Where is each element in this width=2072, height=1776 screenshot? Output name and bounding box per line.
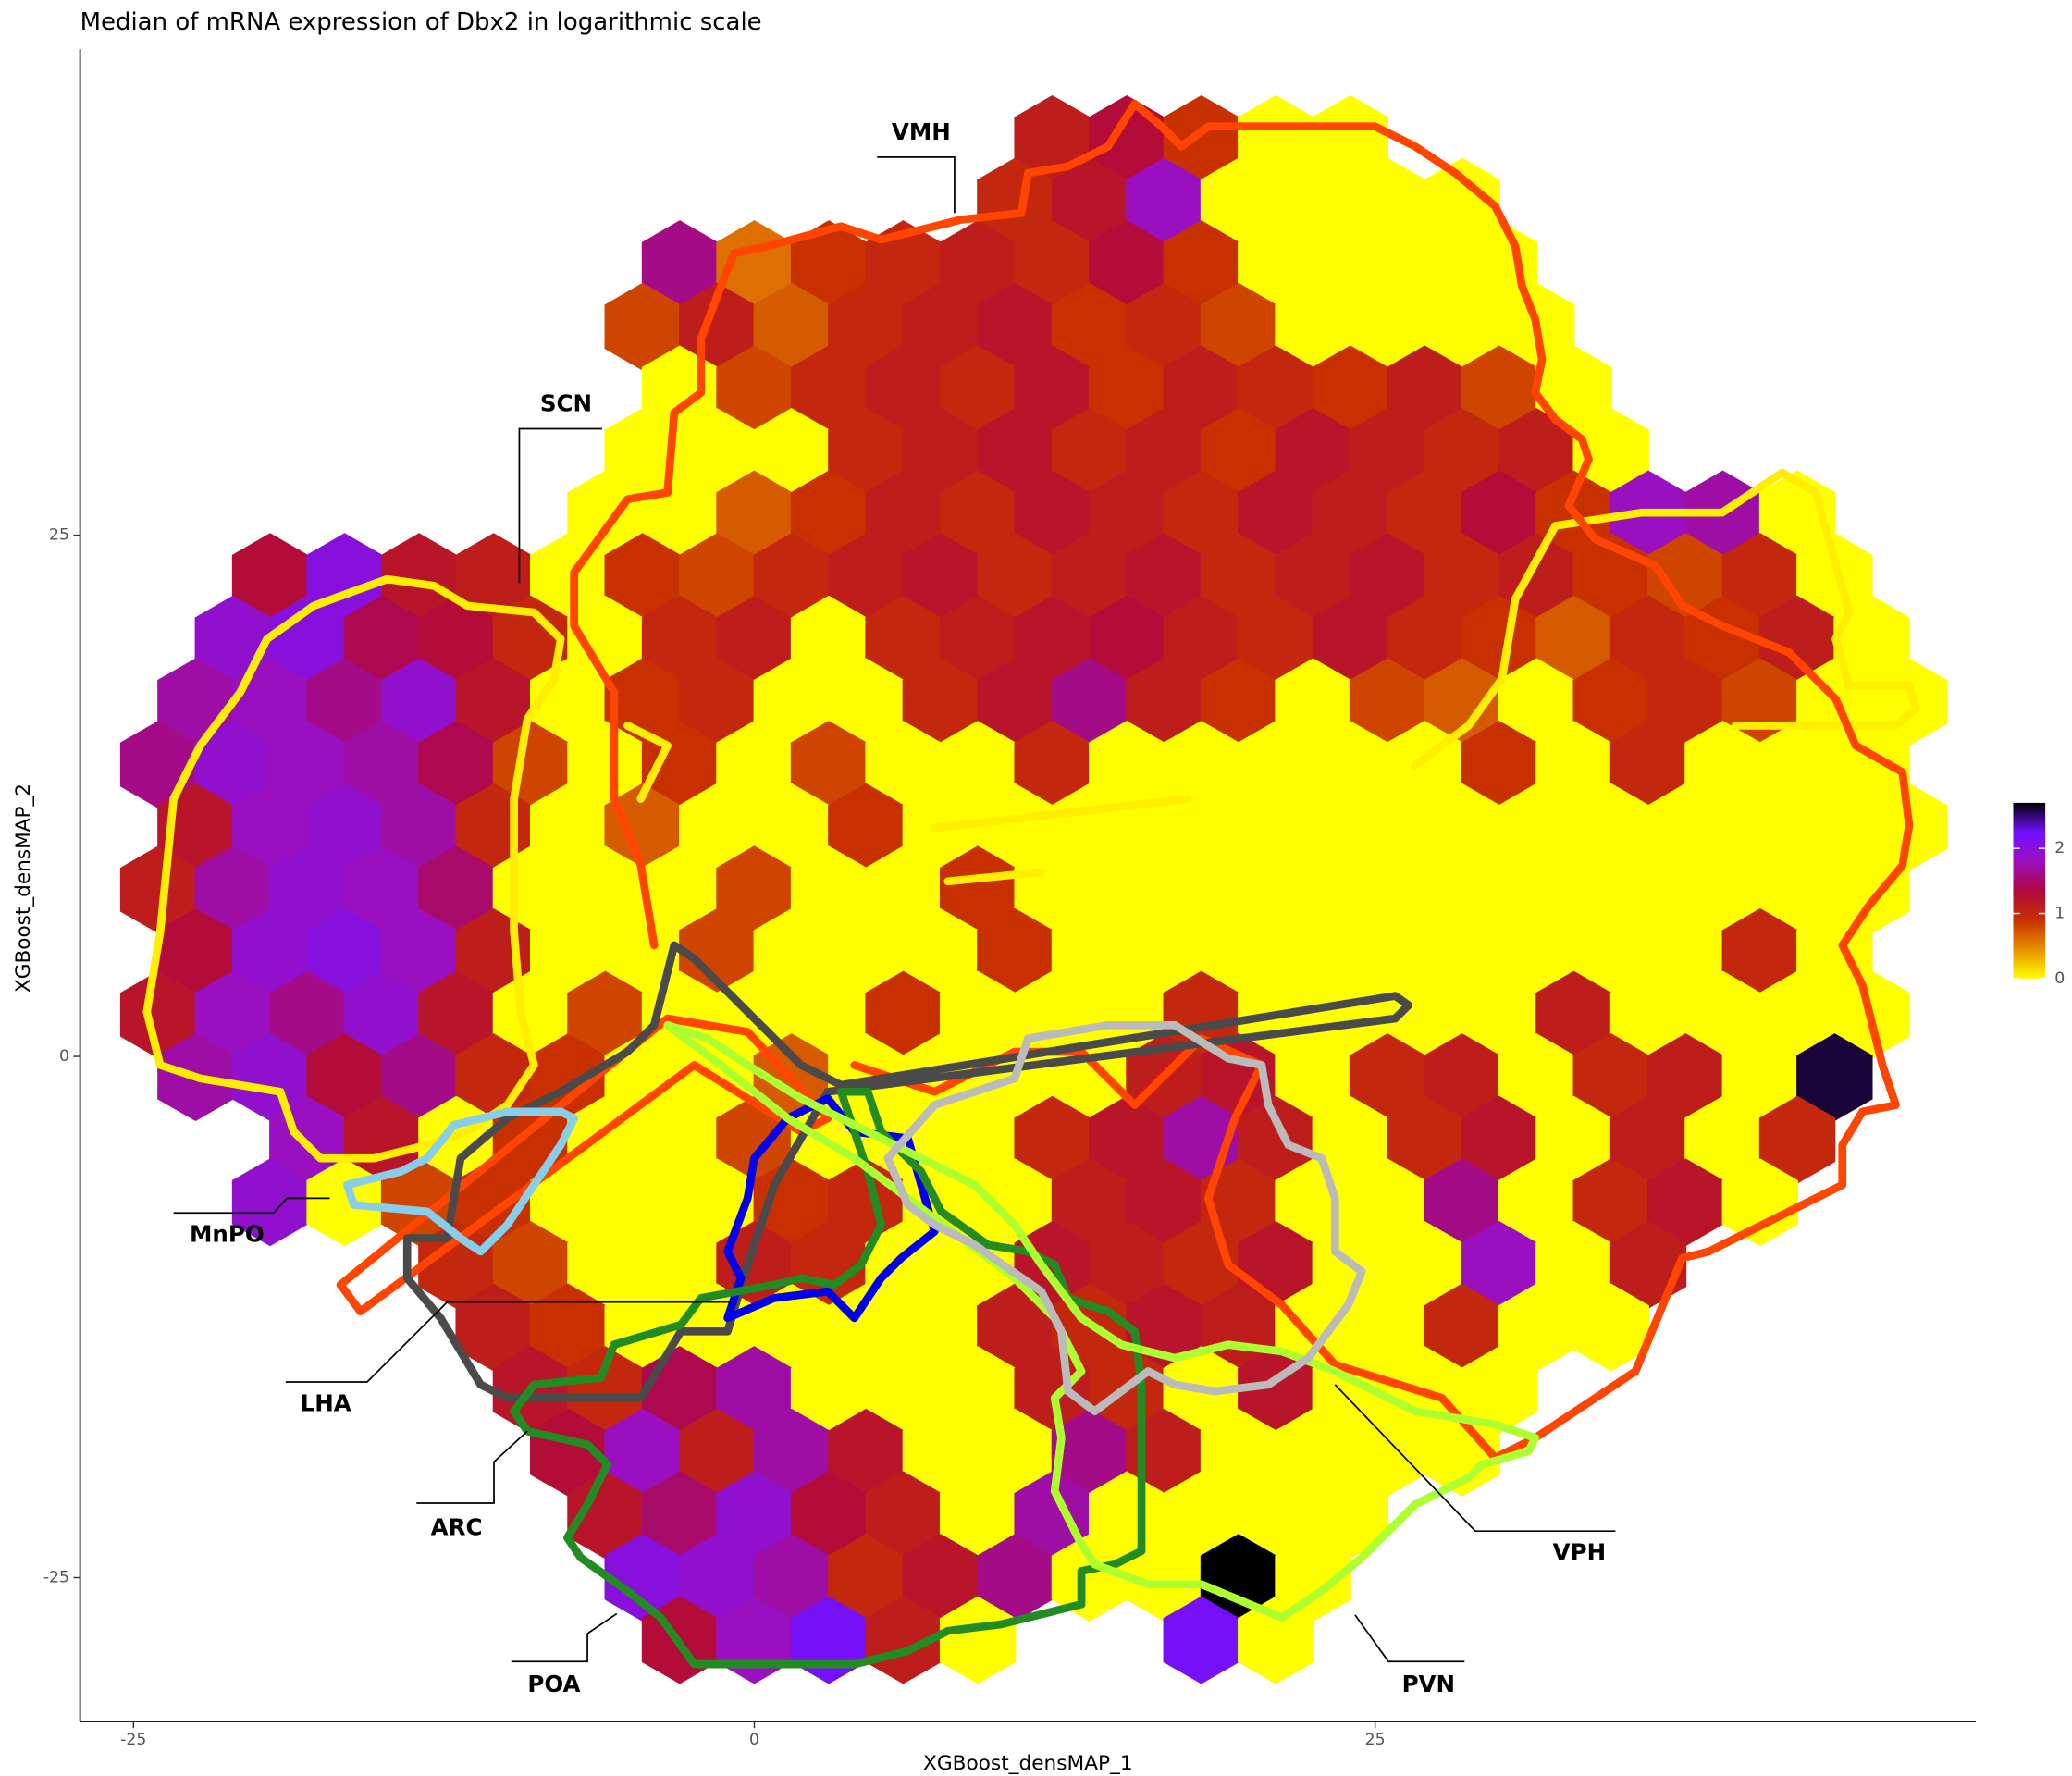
x-tick-label: 0 [749,1731,759,1749]
axes: XGBoost_densMAP_1 XGBoost_densMAP_2 -25 0… [12,49,1977,1775]
y-tick-label: 0 [59,1047,69,1066]
colorbar: 0 1 2 [2013,802,2065,988]
outline-lightgreen [663,1020,1540,1622]
region-label: MnPO [190,1221,265,1248]
x-axis-label: XGBoost_densMAP_1 [923,1752,1133,1775]
colorbar-tick-label: 0 [2054,969,2065,988]
region-label: VPH [1553,1539,1607,1566]
callout-line [173,1197,330,1215]
y-tick-label: -25 [43,1569,69,1587]
region-label: PVN [1402,1671,1456,1697]
callout-line [285,1301,734,1383]
callouts: VMH SCN MnPO LHA ARC POA VPH PVN [173,118,1616,1697]
outline-yellow [142,574,565,1163]
colorbar-tick-label: 2 [2054,839,2065,857]
region-outlines [142,99,1920,1669]
callout-line [416,1430,528,1504]
outline-yellow [623,468,1920,886]
colorbar-tick-label: 1 [2054,905,2065,923]
y-tick-label: 25 [49,526,69,545]
x-tick-label: 25 [1365,1731,1386,1749]
outline-gray [402,941,1413,1402]
hexbin [1721,1158,1798,1247]
plot: Median of mRNA expression of Dbx2 in log… [12,8,2065,1775]
hexbin [1238,1596,1314,1684]
region-label: LHA [301,1389,352,1416]
region-label: VMH [892,118,951,145]
region-label: POA [527,1671,580,1697]
hexbin-layer [119,94,1948,1684]
outline-silver [883,1020,1366,1415]
callout-line [877,155,956,214]
outline-orange [570,99,1914,1462]
hexbin [1572,1283,1649,1372]
callout-line [1354,1614,1465,1663]
hexbin [1424,1408,1500,1497]
x-tick-label: -25 [120,1731,146,1749]
outline-orange [336,1014,832,1316]
callout-line [518,427,602,584]
chart-title: Median of mRNA expression of Dbx2 in log… [80,8,762,36]
outline-lightblue [342,1107,578,1256]
callout-line [1334,1384,1616,1533]
region-label: ARC [431,1513,483,1540]
colorbar-gradient [2013,802,2046,979]
outline-green [510,1087,1146,1669]
callout-line [511,1612,618,1663]
region-label: SCN [540,390,592,417]
y-axis-label: XGBoost_densMAP_2 [12,783,35,993]
